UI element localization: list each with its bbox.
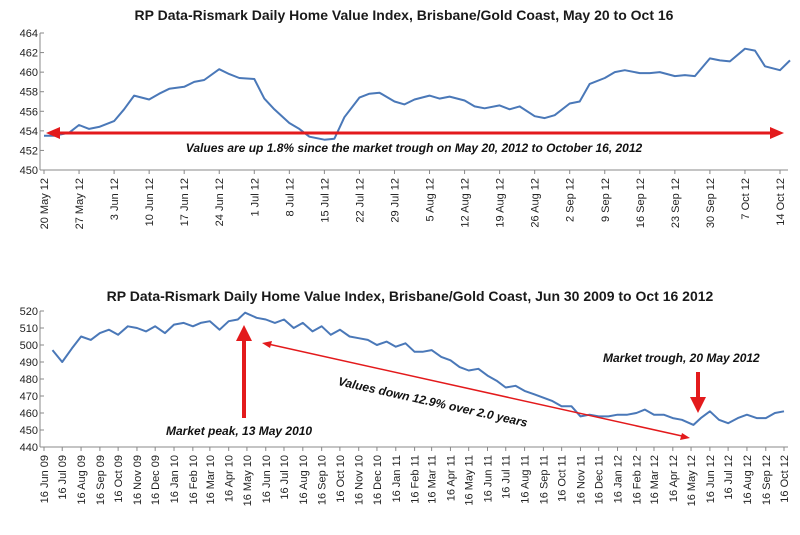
x-tick-label: 20 May 12: [39, 178, 51, 229]
x-tick-label: 16 Apr 10: [224, 455, 236, 502]
decline-arrow: [262, 341, 690, 440]
x-tick-label: 16 May 10: [242, 455, 254, 506]
x-tick-label: 16 Jun 09: [39, 455, 51, 503]
x-tick-label: 16 Jun 10: [261, 455, 273, 503]
trough-arrow: [690, 372, 706, 413]
x-tick-label: 16 Sep 10: [317, 455, 329, 505]
x-tick-label: 16 Oct 10: [335, 455, 347, 503]
x-tick-label: 16 Aug 09: [76, 455, 88, 505]
x-tick-label: 16 Mar 10: [205, 455, 217, 505]
x-tick-label: 16 Oct 11: [557, 455, 569, 502]
y-tick-label: 464: [20, 28, 38, 40]
x-tick-label: 16 Jan 11: [391, 455, 403, 503]
y-tick-label: 462: [20, 48, 38, 60]
chart-title: RP Data-Rismark Daily Home Value Index, …: [107, 288, 714, 304]
annotation-arrow: [46, 127, 784, 139]
x-tick-label: 16 Nov 11: [575, 455, 587, 504]
y-tick-label: 480: [20, 374, 38, 386]
x-tick-label: 29 Jul 12: [389, 178, 401, 223]
x-tick-label: 14 Oct 12: [775, 178, 787, 226]
x-tick-label: 23 Sep 12: [670, 178, 682, 228]
x-tick-label: 17 Jun 12: [179, 178, 191, 226]
x-tick-label: 5 Aug 12: [425, 178, 437, 221]
x-tick-label: 16 Jul 10: [279, 455, 291, 500]
annotation-peak: Market peak, 13 May 2010: [166, 424, 312, 438]
x-tick-label: 16 Sep 12: [761, 455, 773, 505]
x-tick-label: 16 Oct 12: [779, 455, 791, 503]
x-tick-label: 16 Dec 09: [150, 455, 162, 505]
x-tick-label: 16 Oct 09: [113, 455, 125, 503]
x-tick-label: 10 Jun 12: [144, 178, 156, 226]
y-tick-label: 520: [20, 306, 38, 318]
x-tick-label: 16 Sep 11: [538, 455, 550, 504]
x-tick-label: 16 Dec 11: [594, 455, 606, 504]
x-tick-label: 16 Aug 12: [742, 455, 754, 505]
x-tick-label: 1 Jul 12: [249, 178, 261, 217]
x-tick-label: 16 Jun 11: [483, 455, 495, 503]
x-tick-label: 16 Jul 11: [501, 455, 513, 499]
x-tick-label: 15 Jul 12: [319, 178, 331, 223]
x-tick-label: 16 Feb 11: [410, 455, 422, 504]
annotation-up: Values are up 1.8% since the market trou…: [186, 141, 643, 155]
series-line: [51, 311, 785, 426]
y-tick-label: 500: [20, 340, 38, 352]
y-tick-label: 460: [20, 408, 38, 420]
x-tick-label: 12 Aug 12: [460, 178, 472, 228]
x-tick-label: 7 Oct 12: [740, 178, 752, 220]
x-tick-label: 16 May 12: [686, 455, 698, 506]
x-tick-label: 16 May 11: [464, 455, 476, 506]
x-tick-label: 27 May 12: [74, 178, 86, 229]
x-tick-label: 24 Jun 12: [214, 178, 226, 226]
x-tick-label: 16 Feb 10: [188, 455, 200, 505]
x-tick-label: 30 Sep 12: [705, 178, 717, 228]
y-tick-label: 440: [20, 442, 38, 454]
x-tick-label: 16 Apr 12: [668, 455, 680, 502]
x-tick-label: 3 Jun 12: [109, 178, 121, 220]
x-tick-label: 16 Sep 09: [95, 455, 107, 505]
y-tick-label: 490: [20, 357, 38, 369]
y-tick-label: 510: [20, 323, 38, 335]
x-tick-label: 16 Mar 11: [427, 455, 439, 504]
x-tick-label: 16 Dec 10: [372, 455, 384, 505]
x-tick-label: 16 Aug 10: [298, 455, 310, 505]
x-tick-label: 8 Jul 12: [284, 178, 296, 217]
x-tick-label: 16 Jan 12: [613, 455, 625, 503]
y-tick-label: 460: [20, 67, 38, 79]
x-tick-label: 16 Aug 11: [520, 455, 532, 504]
x-tick-label: 16 Sep 12: [635, 178, 647, 228]
x-tick-label: 16 Apr 11: [445, 455, 457, 501]
y-tick-label: 454: [20, 126, 38, 138]
x-tick-label: 16 Nov 10: [354, 455, 366, 505]
x-tick-label: 19 Aug 12: [495, 178, 507, 228]
x-tick-label: 9 Sep 12: [600, 178, 612, 222]
y-tick-label: 450: [20, 165, 38, 177]
annotation-decline: Values down 12.9% over 2.0 years: [337, 374, 529, 430]
x-tick-label: 16 Jan 10: [169, 455, 181, 503]
x-tick-label: 16 Feb 12: [631, 455, 643, 505]
x-tick-label: 16 Mar 12: [649, 455, 661, 505]
chart-recent: RP Data-Rismark Daily Home Value Index, …: [20, 7, 791, 229]
y-tick-label: 470: [20, 391, 38, 403]
series-line: [44, 47, 791, 141]
y-tick-label: 452: [20, 145, 38, 157]
chart-title: RP Data-Rismark Daily Home Value Index, …: [135, 7, 674, 23]
x-tick-label: 2 Sep 12: [565, 178, 577, 222]
x-tick-label: 16 Jul 09: [57, 455, 69, 500]
y-tick-label: 456: [20, 106, 38, 118]
y-tick-label: 458: [20, 87, 38, 99]
annotation-trough: Market trough, 20 May 2012: [603, 351, 760, 365]
x-tick-label: 16 Nov 09: [132, 455, 144, 505]
x-tick-label: 22 Jul 12: [354, 178, 366, 223]
y-tick-label: 450: [20, 425, 38, 437]
x-tick-label: 16 Jun 12: [705, 455, 717, 503]
peak-arrow: [236, 325, 252, 418]
x-tick-label: 16 Jul 12: [723, 455, 735, 500]
x-tick-label: 26 Aug 12: [530, 178, 542, 228]
